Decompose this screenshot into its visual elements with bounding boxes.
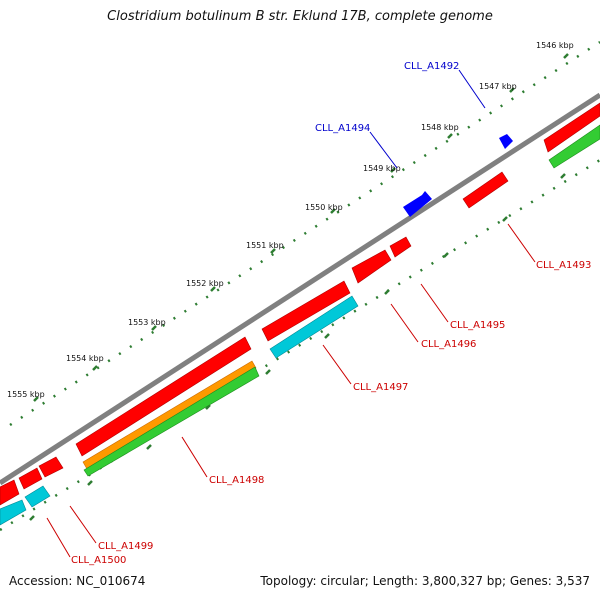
tick-label-1546: 1546 kbp (536, 41, 574, 50)
tick-label-1548: 1548 kbp (421, 123, 459, 132)
label-leaders (46, 69, 536, 558)
green-track (83, 124, 600, 477)
lower-major-ticks (29, 173, 566, 521)
accession-text: Accession: NC_010674 (9, 574, 146, 588)
tick-label-1555: 1555 kbp (7, 390, 45, 399)
orange-track (82, 360, 257, 470)
feature-label-CLL_A1494: CLL_A1494 (315, 123, 370, 134)
genome-backbone (0, 92, 600, 486)
gene-CLL_A1494 (403, 191, 432, 217)
outer-major-ticks (33, 53, 569, 402)
tick-label-1551: 1551 kbp (246, 241, 284, 250)
tick-label-1549: 1549 kbp (363, 164, 401, 173)
feature-label-CLL_A1498: CLL_A1498 (209, 475, 264, 486)
feature-label-CLL_A1492: CLL_A1492 (404, 61, 459, 72)
outer-tick-track (9, 40, 600, 427)
feature-label-CLL_A1499: CLL_A1499 (98, 541, 153, 552)
tick-label-1554: 1554 kbp (66, 354, 104, 363)
genome-summary-text: Topology: circular; Length: 3,800,327 bp… (260, 574, 590, 588)
tick-label-1547: 1547 kbp (479, 82, 517, 91)
feature-label-CLL_A1496: CLL_A1496 (421, 339, 476, 350)
cds-track (0, 102, 600, 506)
tick-label-1550: 1550 kbp (305, 203, 343, 212)
feature-label-CLL_A1495: CLL_A1495 (450, 320, 505, 331)
tick-label-1552: 1552 kbp (186, 279, 224, 288)
tick-label-1553: 1553 kbp (128, 318, 166, 327)
map-title: Clostridium botulinum B str. Eklund 17B,… (107, 9, 493, 24)
feature-label-CLL_A1493: CLL_A1493 (536, 260, 591, 271)
kbp-labels: 1546 kbp 1547 kbp 1548 kbp 1549 kbp 1550… (7, 41, 574, 399)
gene-CLL_A1492 (499, 134, 513, 149)
cyan-track (0, 295, 359, 526)
feature-label-CLL_A1500: CLL_A1500 (71, 555, 126, 566)
feature-label-CLL_A1497: CLL_A1497 (353, 382, 408, 393)
